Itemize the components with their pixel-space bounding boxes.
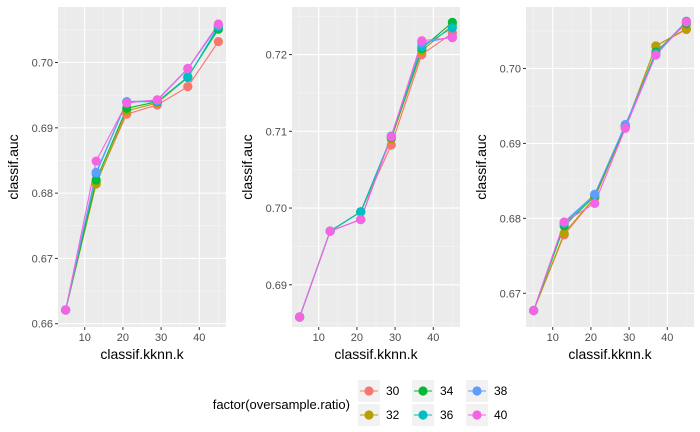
x-axis-title: classif.kknn.k — [334, 346, 418, 362]
y-axis-title: classif.auc — [239, 134, 255, 199]
data-point-40 — [325, 226, 335, 236]
y-tick-label: 0.70 — [266, 203, 287, 215]
x-tick-label: 40 — [427, 332, 439, 344]
data-point-40 — [529, 305, 539, 316]
data-point-40 — [620, 123, 630, 134]
legend-key-40: 40 — [466, 404, 508, 426]
series-line-40 — [533, 21, 687, 311]
legend-key-32: 32 — [358, 404, 400, 426]
data-point-32 — [559, 228, 569, 238]
legend-key-point — [364, 410, 374, 420]
data-point-30 — [183, 82, 193, 92]
x-tick-label: 10 — [547, 332, 559, 344]
data-point-40 — [559, 217, 569, 227]
legend-keys: 30 32 34 36 38 40 — [358, 380, 508, 426]
legend-title: factor(oversample.ratio) — [213, 397, 350, 412]
data-point-40 — [295, 312, 305, 322]
legend-key-point — [472, 410, 482, 420]
x-tick-label: 30 — [623, 332, 635, 344]
data-point-40 — [61, 305, 71, 315]
y-tick-label: 0.69 — [500, 138, 521, 150]
panel-3: 10 20 30 40 0.67 0.68 0.69 0.70 classif.kknn.k cl… — [473, 7, 694, 362]
data-point-40 — [91, 156, 101, 166]
legend-key-34: 34 — [412, 380, 454, 402]
data-point-40 — [417, 36, 427, 46]
y-tick-label: 0.66 — [32, 319, 53, 331]
x-tick-label: 30 — [155, 332, 167, 344]
legend-label: 40 — [494, 408, 508, 422]
x-tick-label: 10 — [313, 332, 325, 344]
data-point-40 — [590, 198, 600, 208]
y-tick-label: 0.72 — [266, 50, 287, 62]
y-tick-label: 0.70 — [32, 58, 53, 70]
y-tick-label: 0.71 — [266, 126, 287, 138]
panel-2: 10 20 30 40 0.69 0.70 0.71 0.72 classif.kknn.k cl… — [239, 7, 460, 362]
data-point-38 — [91, 167, 101, 177]
y-tick-label: 0.69 — [266, 280, 287, 292]
x-tick-label: 20 — [585, 332, 597, 344]
data-point-36 — [447, 23, 457, 33]
legend-label: 36 — [440, 408, 454, 422]
x-tick-label: 40 — [193, 332, 205, 344]
data-point-40 — [122, 98, 132, 108]
data-point-36 — [183, 72, 193, 83]
legend-key-point — [364, 386, 374, 396]
data-point-40 — [386, 132, 396, 142]
legend-key-38: 38 — [466, 380, 508, 402]
data-point-40 — [651, 50, 661, 60]
legend-key-point — [418, 386, 428, 396]
y-tick-label: 0.67 — [500, 288, 521, 300]
y-tick-label: 0.68 — [32, 188, 53, 200]
legend-label: 34 — [440, 384, 454, 398]
y-tick-label: 0.70 — [500, 63, 521, 75]
x-tick-label: 20 — [351, 332, 363, 344]
legend-key-point — [418, 410, 428, 420]
series-line-40 — [299, 37, 453, 318]
y-tick-label: 0.69 — [32, 123, 53, 135]
data-point-36 — [356, 207, 366, 217]
x-tick-label: 10 — [79, 332, 91, 344]
data-point-40 — [183, 63, 193, 73]
data-point-34 — [91, 175, 101, 185]
legend: factor(oversample.ratio) 30 32 34 36 38 40 — [213, 380, 508, 426]
x-tick-label: 20 — [117, 332, 129, 344]
legend-label: 38 — [494, 384, 508, 398]
legend-key-point — [472, 386, 482, 396]
x-tick-label: 30 — [389, 332, 401, 344]
panel-1: 10 20 30 40 0.66 0.67 0.68 0.69 0.70 classif.kknn… — [5, 7, 226, 362]
x-axis-title: classif.kknn.k — [100, 346, 184, 362]
data-point-40 — [447, 33, 457, 43]
legend-label: 32 — [386, 408, 400, 422]
y-axis-title: classif.auc — [473, 134, 489, 199]
data-point-30 — [213, 37, 223, 47]
panels: 10 20 30 40 0.66 0.67 0.68 0.69 0.70 classif.kknn… — [5, 7, 694, 362]
data-point-40 — [356, 214, 366, 225]
legend-key-30: 30 — [358, 380, 400, 402]
data-point-38 — [590, 189, 600, 199]
y-tick-label: 0.68 — [500, 213, 521, 225]
data-point-40 — [213, 19, 223, 29]
x-axis-title: classif.kknn.k — [568, 346, 652, 362]
y-tick-label: 0.67 — [32, 253, 53, 265]
y-axis-title: classif.auc — [5, 134, 21, 199]
series-line-40 — [65, 23, 219, 311]
data-point-40 — [152, 95, 162, 105]
x-tick-label: 40 — [661, 332, 673, 344]
legend-key-36: 36 — [412, 404, 454, 426]
data-point-40 — [681, 17, 691, 27]
legend-label: 30 — [386, 384, 400, 398]
